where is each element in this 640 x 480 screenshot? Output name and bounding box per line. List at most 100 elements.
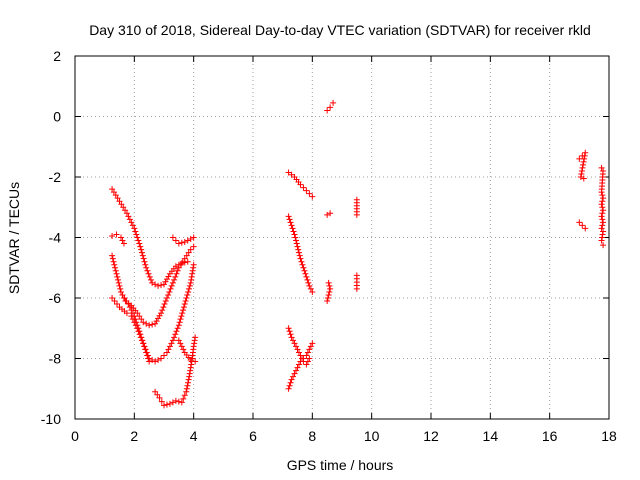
data-point-fill (165, 273, 172, 280)
data-point-fill (126, 216, 133, 223)
data-point-fill (134, 322, 141, 329)
data-point (294, 243, 301, 250)
data-point-fill (121, 295, 128, 301)
data-point-fill (172, 273, 179, 280)
data-point-fill (325, 291, 332, 298)
data-point-fill (578, 167, 585, 174)
data-point-fill (180, 307, 187, 314)
data-point (303, 352, 310, 359)
data-point-fill (301, 267, 308, 274)
data-point (113, 231, 120, 238)
data-point (291, 340, 298, 347)
data-point (288, 334, 295, 341)
data-point-fill (174, 267, 181, 274)
data-point (192, 358, 199, 365)
data-point-fill (298, 355, 305, 362)
data-point (143, 264, 150, 271)
data-point-fill (185, 376, 192, 383)
data-point (161, 402, 167, 409)
data-point-fill (169, 399, 176, 406)
data-point-fill (122, 207, 129, 214)
data-point (598, 189, 605, 196)
data-point (598, 225, 605, 232)
data-point-fill (112, 264, 119, 271)
data-point (285, 385, 292, 392)
data-point-fill (179, 258, 186, 265)
data-point (131, 225, 138, 232)
y-tick-label: -10 (41, 411, 61, 427)
data-point (117, 288, 124, 295)
data-point (169, 279, 176, 286)
data-point-fill (138, 334, 145, 341)
data-point-fill (163, 401, 170, 408)
data-point (190, 243, 197, 250)
data-point-fill (143, 320, 150, 327)
data-point (327, 104, 334, 111)
data-point (600, 219, 607, 226)
data-point-fill (180, 395, 187, 402)
data-point-fill (109, 255, 116, 262)
data-point (353, 285, 360, 292)
data-point-fill (184, 382, 191, 389)
data-point-fill (135, 325, 142, 332)
data-point-fill (173, 270, 180, 277)
x-tick-labels: 0 2 4 6 8 10 12 14 16 18 (71, 428, 617, 444)
data-point (285, 213, 292, 220)
data-point (175, 240, 182, 247)
data-point-fill (599, 198, 606, 205)
data-point-fill (183, 385, 190, 392)
data-point (598, 164, 605, 171)
data-point (146, 322, 153, 329)
data-point-fill (163, 276, 170, 283)
data-point-fill (156, 312, 163, 319)
data-point-fill (293, 237, 300, 244)
data-point-fill (293, 240, 300, 247)
data-point-fill (178, 239, 185, 246)
data-point (297, 352, 304, 359)
x-tick-label: 14 (483, 428, 499, 444)
data-point-fill (579, 164, 586, 171)
data-point (600, 195, 607, 202)
data-point (300, 264, 307, 271)
data-point-fill (132, 316, 139, 323)
data-point-fill (174, 325, 181, 332)
data-point-fill (125, 213, 132, 220)
data-point-fill (162, 278, 169, 285)
y-tick-label: -4 (49, 230, 62, 246)
data-point (123, 210, 130, 217)
data-point-fill (134, 234, 141, 241)
data-point (146, 358, 153, 365)
data-point (577, 174, 584, 180)
data-point-fill (129, 222, 136, 229)
data-point (152, 320, 159, 327)
data-point-fill (172, 331, 179, 338)
data-point (183, 388, 190, 395)
data-point-fill (304, 349, 311, 356)
data-point-fill (183, 252, 190, 259)
data-point-fill (176, 319, 183, 326)
data-point-fill (136, 328, 143, 335)
data-point (116, 198, 123, 205)
data-point (303, 361, 310, 368)
data-point (125, 301, 132, 308)
data-point-fill (133, 231, 140, 238)
data-point (117, 234, 124, 241)
data-point-fill (599, 210, 606, 217)
data-point-fill (120, 204, 127, 211)
data-point-fill (159, 307, 166, 314)
x-tick-label: 2 (130, 428, 138, 444)
data-point (169, 234, 176, 241)
data-point-fill (580, 161, 587, 168)
data-point-fill (180, 346, 187, 353)
data-point (288, 222, 295, 229)
data-point-fill (136, 240, 143, 247)
data-point (109, 252, 116, 259)
data-point (598, 213, 605, 220)
data-point-fill (146, 273, 153, 280)
data-point-fill (307, 285, 314, 292)
data-point (309, 193, 316, 200)
data-point (172, 397, 179, 404)
data-point-fill (304, 276, 311, 283)
data-point (123, 310, 130, 317)
data-point-fill (168, 282, 175, 289)
